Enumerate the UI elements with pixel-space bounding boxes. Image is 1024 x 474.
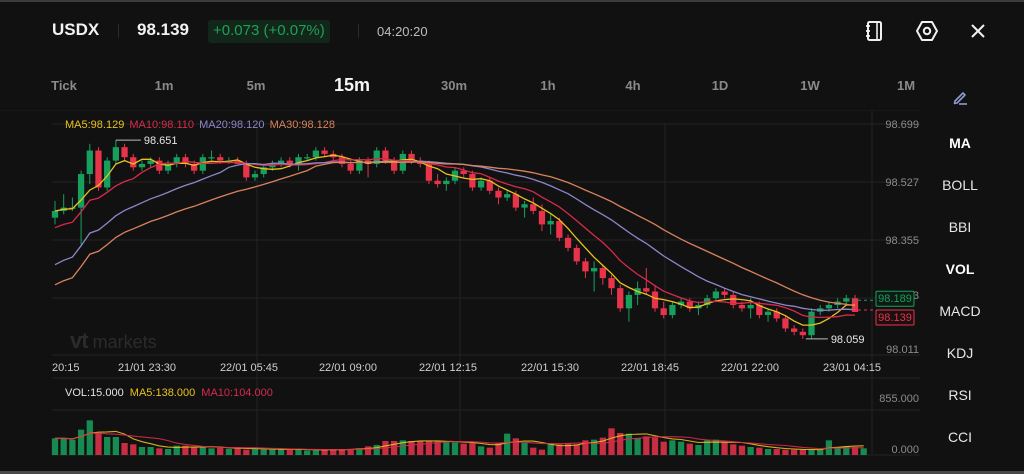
tab-timeframe-15m[interactable]: 15m — [333, 75, 371, 95]
tab-timeframe-5m[interactable]: 5m — [246, 78, 266, 93]
price-axis-label: 98.355 — [885, 235, 919, 247]
time-axis-label: 22/01 05:45 — [220, 362, 278, 374]
indicator-kdj[interactable]: KDJ — [946, 345, 974, 361]
time-axis-label: 21/01 23:30 — [118, 362, 176, 374]
last-price: 98.139 — [137, 20, 189, 39]
time-axis-label: 22/01 15:30 — [521, 362, 579, 374]
bid-price-tag: 98.189 — [878, 293, 912, 305]
vol-ma5-value: MA5:138.000 — [129, 387, 196, 399]
vol-ma10-line — [55, 432, 864, 451]
price-axis-label: 98.699 — [885, 119, 919, 131]
high-price-marker: 98.651 — [144, 135, 178, 147]
ma30-line — [54, 161, 856, 307]
indicator-cci[interactable]: CCI — [947, 429, 973, 445]
settings-hexagon-icon — [916, 21, 938, 41]
header-divider — [118, 24, 119, 38]
tab-timeframe-tick[interactable]: Tick — [51, 78, 77, 93]
close-icon — [971, 24, 985, 38]
tab-timeframe-1m[interactable]: 1M — [896, 78, 916, 93]
kline-chart[interactable]: 98.69998.52798.35598.18398.01198.65198.0… — [0, 109, 920, 460]
server-time: 04:20:20 — [377, 24, 428, 39]
volume-axis-min: 0.000 — [891, 444, 919, 456]
ma10-value: MA10:98.110 — [129, 119, 195, 131]
tab-timeframe-1w[interactable]: 1W — [800, 78, 820, 93]
timeframe-tabs: Tick 1m 5m 15m 30m 1h 4h 1D 1W 1M — [0, 70, 940, 102]
window-top-edge — [0, 0, 1024, 2]
ma-legend: MA5:98.129 MA10:98.110 MA20:98.120 MA30:… — [65, 119, 337, 131]
notebook-button[interactable] — [861, 18, 887, 44]
watermark-text: markets — [92, 332, 157, 352]
indicator-ma[interactable]: MA — [949, 135, 971, 151]
tab-timeframe-4h[interactable]: 4h — [625, 78, 641, 93]
indicator-boll[interactable]: BOLL — [942, 177, 978, 193]
time-axis-label: 22/01 12:15 — [419, 362, 477, 374]
tab-timeframe-1h[interactable]: 1h — [540, 78, 556, 93]
header-divider — [358, 24, 359, 38]
low-price-marker: 98.059 — [831, 334, 865, 346]
ma20-value: MA20:98.120 — [199, 119, 265, 131]
vol-value: VOL:15.000 — [65, 387, 124, 399]
time-axis-label: 20:15 — [52, 362, 80, 374]
volume-axis-max: 855.000 — [879, 393, 919, 405]
ma30-value: MA30:98.128 — [269, 119, 336, 131]
window-bottom-edge — [0, 471, 1024, 474]
time-axis-label: 23/01 04:15 — [823, 362, 881, 374]
last-price-tag: 98.139 — [878, 312, 912, 324]
volume-legend: VOL:15.000 MA5:138.000 MA10:104.000 — [65, 387, 276, 399]
indicator-panel: MA BOLL BBI VOL MACD KDJ RSI CCI — [920, 80, 1000, 470]
time-axis-label: 22/01 09:00 — [319, 362, 377, 374]
notebook-icon — [866, 21, 882, 41]
time-axis-label: 22/01 22:00 — [721, 362, 779, 374]
price-axis-label: 98.011 — [886, 344, 919, 356]
price-axis-label: 98.527 — [885, 177, 919, 189]
indicator-rsi[interactable]: RSI — [948, 387, 972, 403]
symbol-name: USDX — [52, 20, 100, 39]
draw-pencil-icon[interactable] — [951, 88, 969, 106]
ma5-value: MA5:98.129 — [65, 119, 125, 131]
indicator-vol[interactable]: VOL — [945, 261, 975, 277]
ma10-line — [54, 157, 856, 319]
close-button[interactable] — [965, 18, 991, 44]
candlestick-chart[interactable]: 98.69998.52798.35598.18398.01198.65198.0… — [0, 109, 920, 460]
tab-timeframe-1d[interactable]: 1D — [711, 78, 729, 93]
tab-timeframe-30m[interactable]: 30m — [440, 78, 468, 93]
tab-timeframe-1m[interactable]: 1m — [154, 78, 174, 93]
time-axis-label: 22/01 18:45 — [621, 362, 679, 374]
vt-markets-watermark: vt markets — [70, 328, 157, 354]
price-change-badge: +0.073 (+0.07%) — [208, 20, 330, 43]
settings-button[interactable] — [914, 18, 940, 44]
ma5-line — [54, 154, 855, 326]
indicator-macd[interactable]: MACD — [939, 303, 981, 319]
header: USDX 98.139 +0.073 (+0.07%) 04:20:20 — [0, 0, 1024, 62]
indicator-bbi[interactable]: BBI — [948, 219, 972, 235]
vol-ma10-value: MA10:104.000 — [201, 387, 273, 399]
watermark-brand: vt — [70, 328, 89, 353]
